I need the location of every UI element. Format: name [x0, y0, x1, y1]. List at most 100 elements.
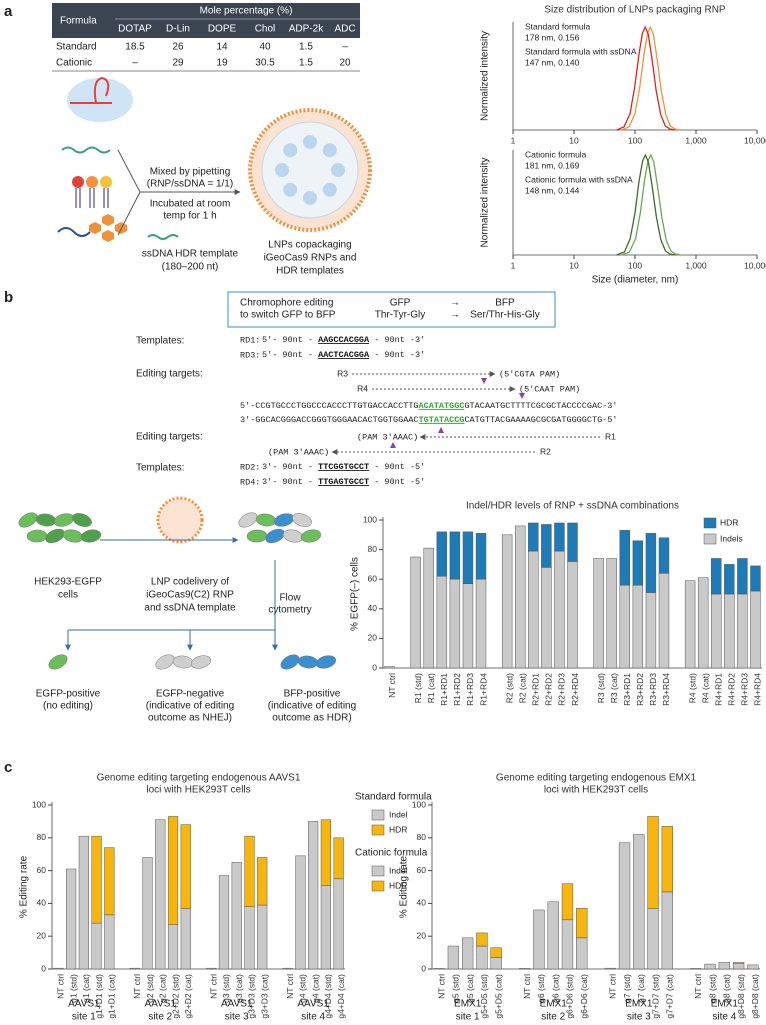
curve	[621, 25, 681, 131]
peg-chain	[57, 227, 91, 237]
bar	[244, 835, 255, 907]
bar	[604, 967, 616, 970]
label: Editing targets:	[136, 369, 203, 380]
cell	[300, 529, 322, 543]
label: R2+RD4	[570, 673, 580, 706]
label: EGFP-positive	[36, 689, 101, 700]
bar	[647, 816, 659, 909]
label: NT ctrl	[285, 974, 295, 999]
bar	[633, 834, 645, 970]
label: R2 (cat)	[517, 673, 527, 703]
bar	[218, 875, 230, 970]
label: R2+RD2	[544, 673, 554, 706]
sequence-line: 5′-CCGTGCCCTGGCCCACCCTTGTGACCACCTTGACATA…	[240, 401, 617, 411]
label: NT ctrl	[522, 974, 532, 999]
bar	[647, 908, 659, 970]
bar	[462, 583, 474, 669]
cell	[53, 513, 75, 527]
bar	[554, 550, 565, 669]
label: HDR	[720, 517, 738, 527]
label: Size distribution of LNPs packaging RNP	[544, 5, 726, 16]
label: Formula	[60, 16, 97, 27]
bar	[661, 891, 673, 970]
label: c	[4, 759, 12, 776]
label: 18.5	[125, 42, 145, 53]
bar	[567, 561, 578, 669]
bar	[533, 909, 545, 970]
sequence-part: TTCGGTGCCT	[318, 462, 369, 472]
label: Genome editing targeting endogenous EMX1	[496, 773, 697, 784]
label: LNP codelivery of	[151, 577, 229, 588]
label: Incubated at room	[150, 199, 231, 210]
label: Mole percentage (%)	[200, 6, 293, 17]
rnp-cargo	[331, 163, 345, 177]
label: R3 (cat)	[609, 673, 619, 703]
label: 100	[628, 135, 642, 145]
lipid-head	[100, 176, 112, 188]
bar	[718, 962, 731, 970]
label: 100	[32, 799, 46, 809]
bar	[567, 522, 578, 562]
label: 30.5	[255, 58, 275, 69]
label: NT ctrl	[608, 974, 618, 999]
label: g8 (cat)	[722, 974, 732, 1003]
label: (5′CAAT PAM)	[519, 384, 580, 394]
label: HDR templates	[276, 266, 344, 277]
label: Mixed by pipetting	[150, 167, 231, 178]
label: g5+D5 (cat)	[493, 974, 503, 1019]
label: g7+D7 (cat)	[665, 974, 675, 1019]
label: g8 (std)	[707, 974, 717, 1003]
label: g6+D6 (std)	[565, 974, 575, 1019]
guide-rna	[70, 76, 112, 104]
label: ADP-2k	[289, 24, 324, 35]
bar	[737, 558, 748, 595]
lipid-tail	[103, 188, 109, 208]
bar	[282, 967, 293, 970]
label: (no editing)	[43, 701, 93, 712]
cell	[72, 513, 92, 527]
bar	[257, 857, 268, 906]
label: g4 (cat)	[310, 974, 320, 1003]
lipid-head	[86, 176, 98, 188]
label: g8+D8 (cat)	[750, 974, 760, 1019]
bar	[541, 567, 552, 669]
label: LNPs copackaging	[268, 240, 351, 251]
label: BFP	[495, 298, 515, 309]
label: Cationic formula	[525, 149, 587, 159]
bar	[320, 885, 331, 970]
label: g3 (std)	[221, 974, 231, 1003]
label: g6 (cat)	[550, 974, 560, 1003]
label: HDR	[389, 824, 407, 834]
label: RD4:	[240, 477, 260, 487]
cell	[172, 655, 194, 669]
bar	[618, 842, 631, 970]
label: R1+RD4	[478, 673, 488, 706]
curve	[616, 153, 676, 256]
scheme-box	[227, 291, 556, 328]
label: (180–200 nt)	[162, 262, 219, 273]
rnp-cargo	[303, 191, 317, 205]
label: cytometry	[268, 605, 311, 616]
label: 1,000	[685, 135, 707, 145]
label: R1+RD2	[452, 673, 462, 706]
label: R3	[337, 368, 348, 378]
bar	[449, 531, 461, 580]
label: Normalized intensity	[480, 31, 491, 121]
label: Thr-Tyr-Gly	[375, 310, 426, 321]
lnp-small	[156, 496, 204, 544]
label: D-Lin	[166, 24, 190, 35]
label: 1.5	[299, 42, 313, 53]
label: site 4	[301, 1012, 325, 1023]
sequence-line: 5′- 90nt - AACTCACGGA - 90nt -3′	[262, 350, 425, 360]
label: g5 (cat)	[465, 974, 475, 1003]
label: 80	[37, 832, 47, 842]
bar	[576, 908, 588, 939]
bar	[554, 522, 565, 552]
label: g2 (std)	[145, 974, 155, 1003]
label: g6 (std)	[536, 974, 546, 1003]
sequence-part: AAGCCACGGA	[318, 335, 370, 345]
bar	[66, 868, 77, 970]
sequence-part: 3′-GGCACGGGACCGGGTGGGAACACTGGTGGAAC	[240, 415, 419, 425]
bar	[180, 824, 191, 909]
label: –	[132, 58, 138, 69]
